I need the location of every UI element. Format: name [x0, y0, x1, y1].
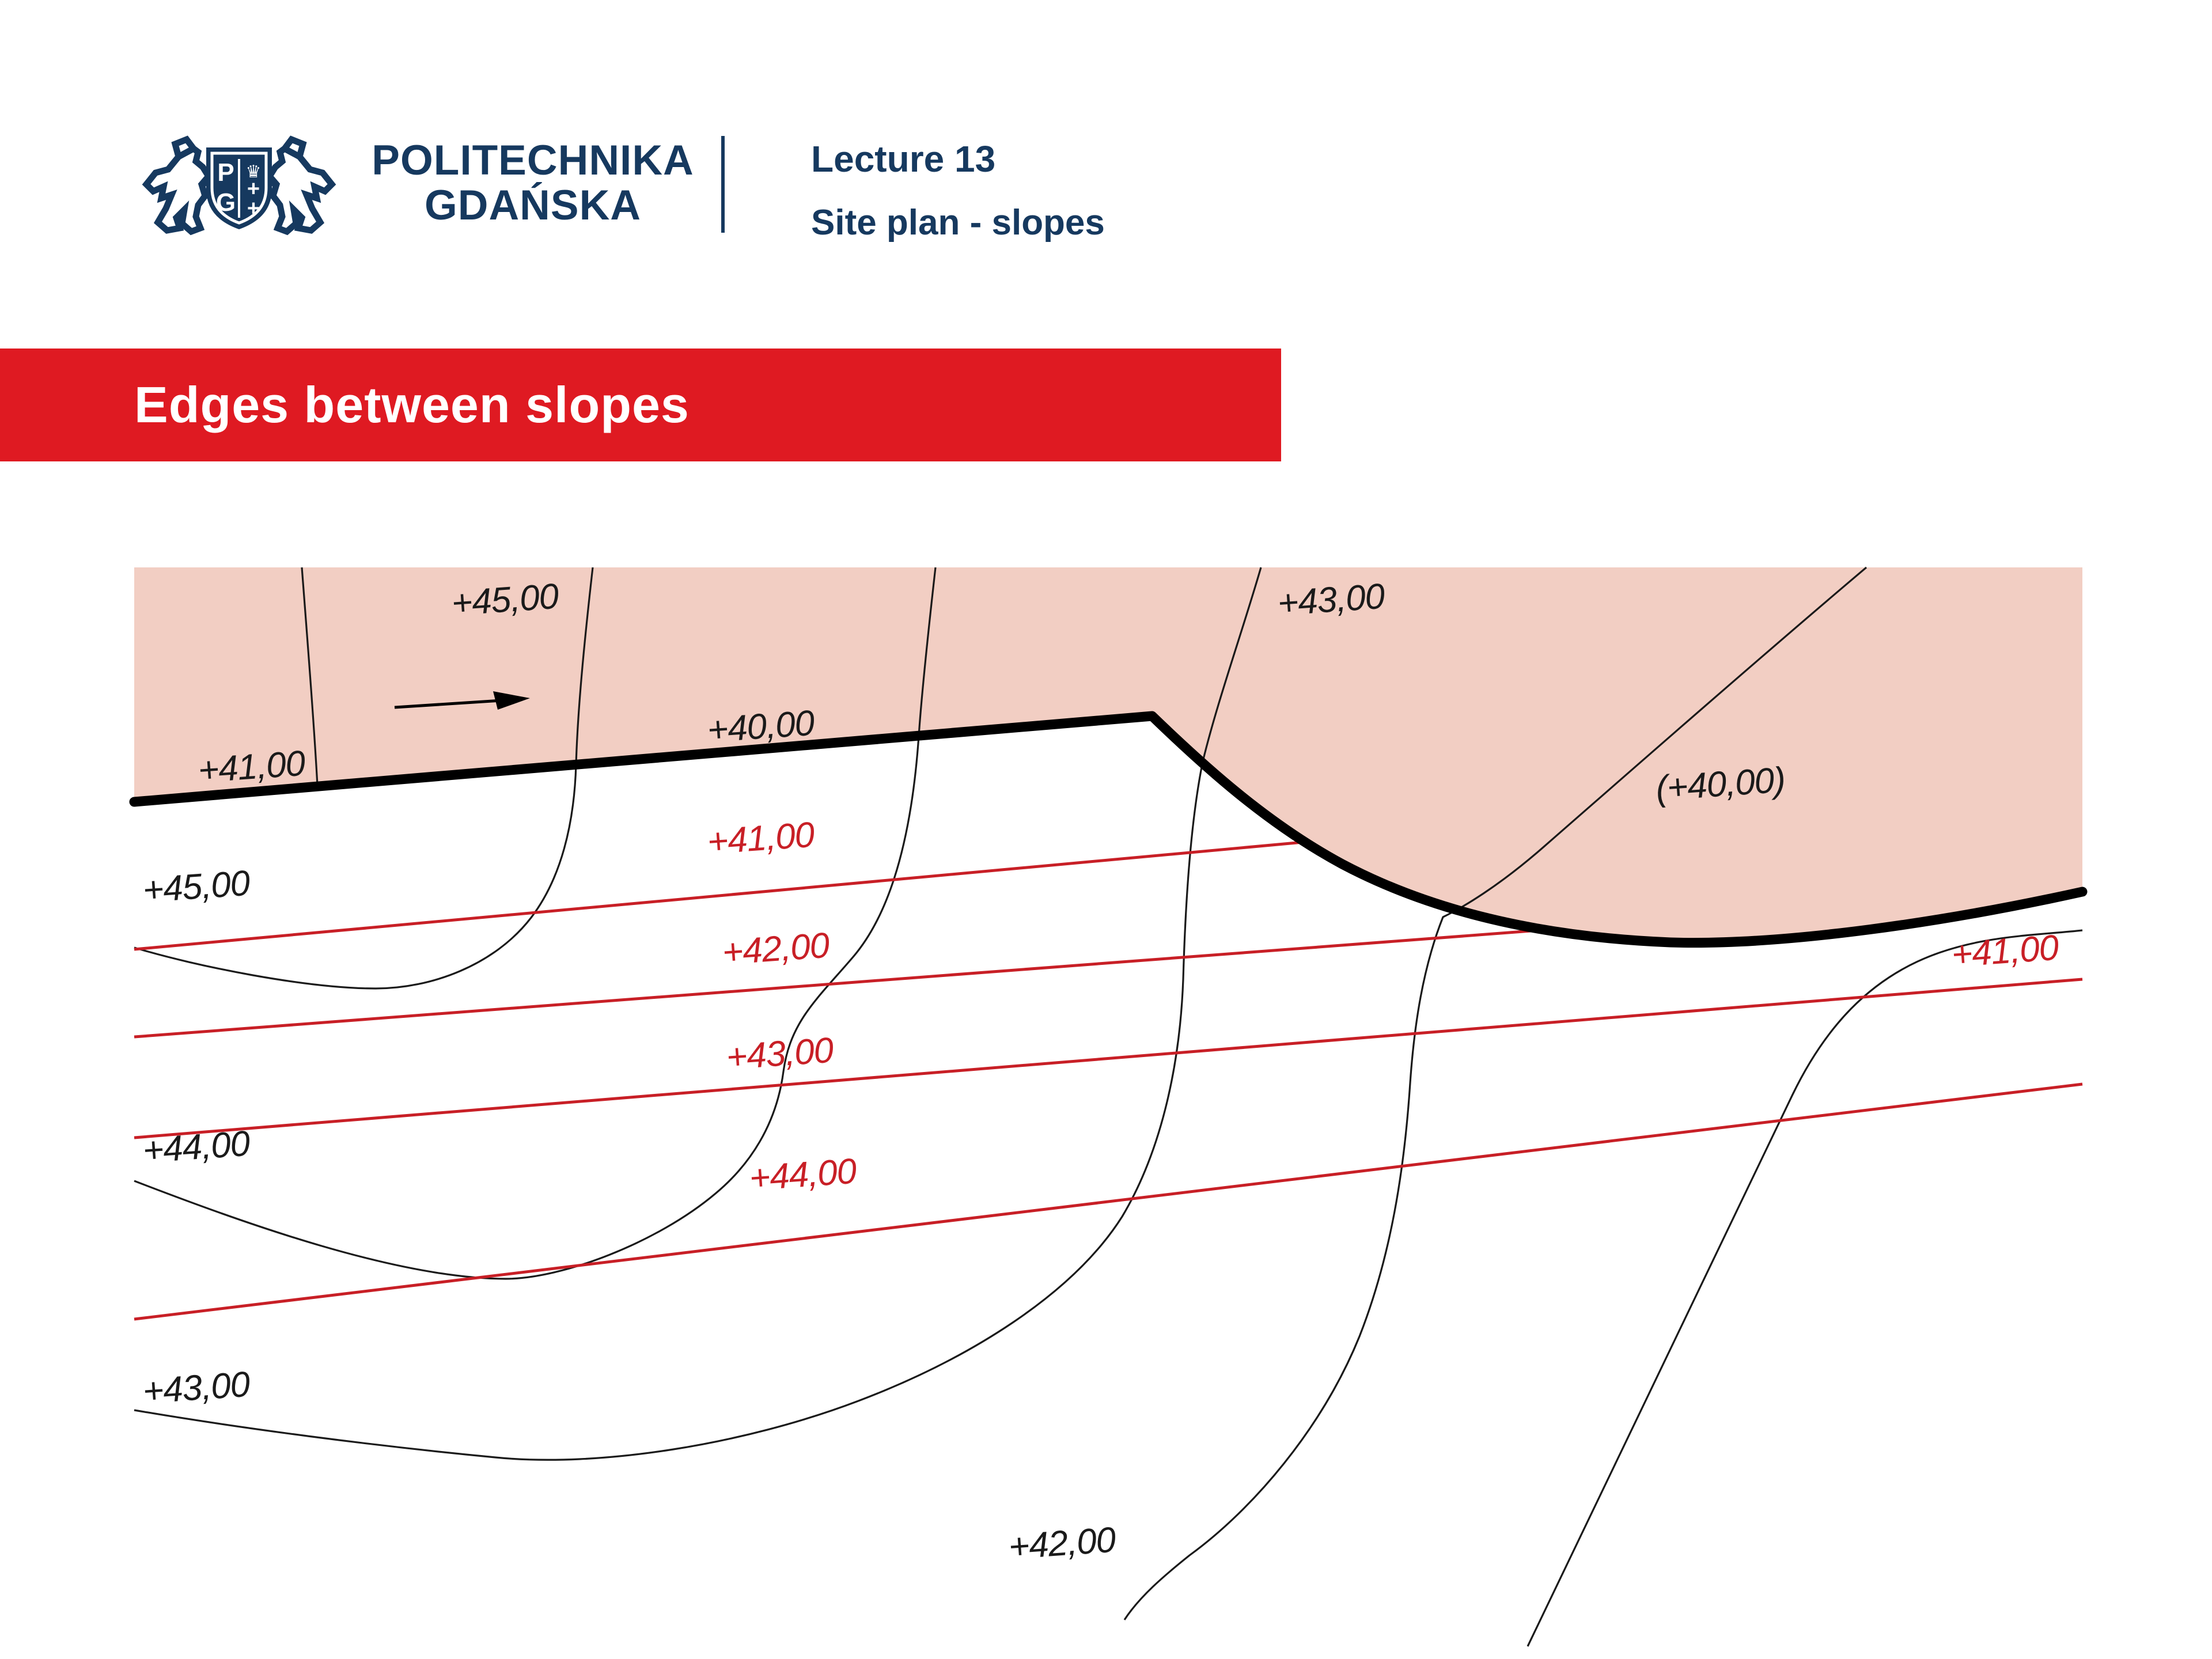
- section-title: Edges between slopes: [134, 376, 690, 433]
- elevation-label-black-1: +43,00: [1277, 577, 1386, 624]
- section-banner: Edges between slopes: [0, 349, 1281, 461]
- red-slope-line-41: [134, 840, 1304, 951]
- logo-letter-g: G: [216, 188, 236, 217]
- elevation-label-black-4: (+40,00): [1654, 760, 1786, 809]
- upper-slope-area: [134, 567, 2082, 943]
- direction-arrow-icon: [394, 691, 530, 710]
- elevation-label-black-3: +41,00: [197, 744, 306, 791]
- header-divider: [721, 136, 725, 233]
- red-slope-line-44: [134, 1082, 2083, 1321]
- contour-line-45: [134, 567, 594, 990]
- shield-inner-border: [210, 151, 268, 225]
- elevation-label-black-0: +45,00: [450, 577, 560, 624]
- elevation-label-black-7: +43,00: [142, 1365, 251, 1412]
- contour-line-41: [1527, 929, 2083, 1647]
- red-slope-line-42: [134, 929, 1540, 1039]
- elevation-label-red-12: +44,00: [748, 1152, 858, 1199]
- lecture-number: Lecture 13: [811, 138, 996, 180]
- contour-line-short: [301, 567, 319, 786]
- pg-shield: P G ♛ + +: [206, 147, 272, 229]
- elevation-label-red-11: +43,00: [725, 1031, 835, 1078]
- university-name: POLITECHNIKA GDAŃSKA: [346, 138, 720, 228]
- elevation-label-black-2: +40,00: [706, 703, 816, 751]
- elevation-label-black-8: +42,00: [1007, 1520, 1117, 1567]
- elevation-label-red-9: +41,00: [706, 815, 816, 862]
- elevation-labels: +45,00 +43,00 +40,00 +41,00 (+40,00) +45,00 +4…: [142, 577, 2060, 1567]
- university-logo: P G ♛ + +: [142, 135, 336, 236]
- logo-letter-p: P: [217, 158, 234, 187]
- elevation-label-red-10: +42,00: [721, 926, 831, 973]
- contour-line-44: [134, 567, 937, 1280]
- gdansk-cross-icon: +: [247, 196, 260, 221]
- contour-line-42: [1123, 566, 1868, 1620]
- elevation-label-black-5: +45,00: [142, 863, 251, 911]
- lecture-header: Lecture 13 Site plan - slopes: [811, 139, 1105, 242]
- gdansk-cross-icon: +: [247, 177, 260, 201]
- elevation-label-black-6: +44,00: [142, 1124, 251, 1171]
- arrow-shaft: [394, 699, 502, 709]
- gdansk-crown-icon: ♛: [246, 162, 262, 181]
- university-name-line1: POLITECHNIKA: [372, 137, 694, 184]
- contour-line-43: [134, 567, 1262, 1461]
- slope-edge-line: [129, 711, 2088, 948]
- arrow-head: [493, 691, 530, 710]
- lecture-topic: Site plan - slopes: [811, 203, 1105, 243]
- red-slope-line-43: [134, 978, 2083, 1139]
- university-name-line2: GDAŃSKA: [424, 182, 642, 229]
- elevation-label-red-13: +41,00: [1950, 928, 2060, 975]
